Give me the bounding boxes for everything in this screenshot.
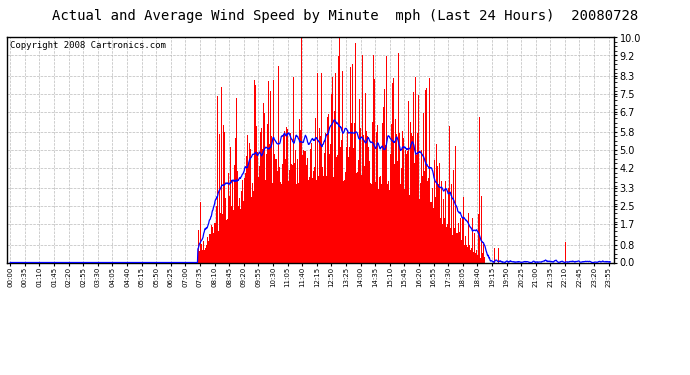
Text: Actual and Average Wind Speed by Minute  mph (Last 24 Hours)  20080728: Actual and Average Wind Speed by Minute … xyxy=(52,9,638,23)
Text: Copyright 2008 Cartronics.com: Copyright 2008 Cartronics.com xyxy=(10,41,166,50)
